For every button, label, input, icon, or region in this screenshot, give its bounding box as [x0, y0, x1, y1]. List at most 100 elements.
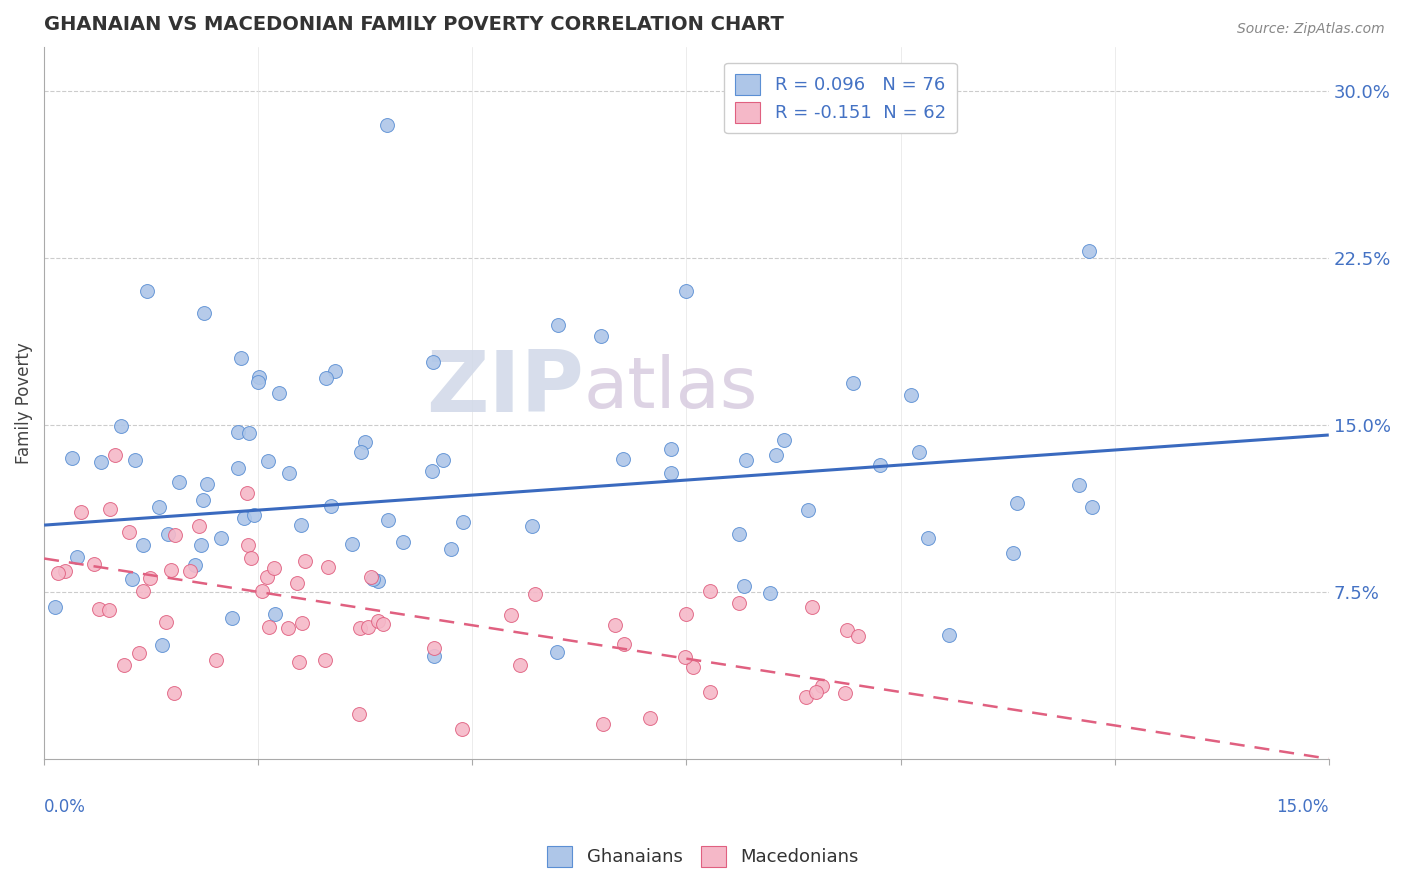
Text: 15.0%: 15.0%: [1277, 798, 1329, 816]
Point: [209, 532, 232, 546]
Point: [288, 655, 311, 669]
Point: [917, 532, 939, 546]
Point: [314, 653, 336, 667]
Point: [834, 686, 856, 700]
Point: [135, 285, 157, 299]
Point: [236, 486, 259, 500]
Point: [257, 619, 280, 633]
Point: [44, 599, 66, 614]
Point: [285, 575, 308, 590]
Point: [938, 628, 960, 642]
Point: [796, 690, 818, 704]
Point: [361, 572, 384, 586]
Point: [236, 538, 259, 552]
Point: [187, 519, 209, 533]
Point: [243, 508, 266, 523]
Point: [121, 572, 143, 586]
Point: [150, 638, 173, 652]
Point: [499, 608, 522, 623]
Point: [226, 425, 249, 439]
Point: [357, 620, 380, 634]
Point: [190, 538, 212, 552]
Text: GHANAIAN VS MACEDONIAN FAMILY POVERTY CORRELATION CHART: GHANAIAN VS MACEDONIAN FAMILY POVERTY CO…: [44, 15, 785, 34]
Point: [179, 564, 201, 578]
Point: [1078, 244, 1101, 259]
Point: [673, 650, 696, 665]
Point: [811, 679, 834, 693]
Point: [375, 118, 398, 132]
Point: [450, 723, 472, 737]
Point: [112, 657, 135, 672]
Point: [699, 583, 721, 598]
Point: [360, 569, 382, 583]
Point: [367, 615, 389, 629]
Point: [524, 587, 547, 601]
Point: [908, 445, 931, 459]
Text: atlas: atlas: [583, 354, 758, 423]
Point: [233, 510, 256, 524]
Point: [90, 454, 112, 468]
Point: [221, 611, 243, 625]
Point: [128, 647, 150, 661]
Point: [184, 558, 207, 573]
Point: [727, 596, 749, 610]
Text: ZIP: ZIP: [426, 347, 583, 430]
Point: [229, 351, 252, 366]
Point: [110, 418, 132, 433]
Point: [546, 645, 568, 659]
Point: [97, 603, 120, 617]
Point: [250, 584, 273, 599]
Point: [509, 658, 531, 673]
Point: [422, 354, 444, 368]
Point: [1001, 546, 1024, 560]
Point: [612, 452, 634, 467]
Point: [727, 527, 749, 541]
Point: [138, 571, 160, 585]
Point: [592, 716, 614, 731]
Point: [83, 557, 105, 571]
Point: [226, 461, 249, 475]
Point: [291, 616, 314, 631]
Point: [699, 684, 721, 698]
Point: [682, 659, 704, 673]
Point: [420, 464, 443, 478]
Point: [758, 586, 780, 600]
Point: [290, 517, 312, 532]
Point: [451, 516, 474, 530]
Point: [520, 518, 543, 533]
Point: [247, 375, 270, 389]
Point: [835, 623, 858, 637]
Point: [1081, 500, 1104, 514]
Point: [165, 528, 187, 542]
Point: [392, 535, 415, 549]
Point: [132, 538, 155, 552]
Point: [659, 467, 682, 481]
Point: [315, 371, 337, 385]
Point: [340, 537, 363, 551]
Point: [195, 477, 218, 491]
Point: [205, 653, 228, 667]
Point: [53, 565, 76, 579]
Point: [804, 684, 827, 698]
Point: [167, 475, 190, 490]
Point: [163, 686, 186, 700]
Text: 0.0%: 0.0%: [44, 798, 86, 816]
Point: [69, 505, 91, 519]
Point: [800, 600, 823, 615]
Point: [294, 554, 316, 568]
Legend: R = 0.096   N = 76, R = -0.151  N = 62: R = 0.096 N = 76, R = -0.151 N = 62: [724, 62, 957, 134]
Point: [377, 513, 399, 527]
Y-axis label: Family Poverty: Family Poverty: [15, 342, 32, 464]
Point: [1007, 496, 1029, 510]
Legend: Ghanaians, Macedonians: Ghanaians, Macedonians: [540, 838, 866, 874]
Point: [263, 561, 285, 575]
Point: [735, 452, 758, 467]
Point: [104, 448, 127, 462]
Point: [257, 453, 280, 467]
Point: [605, 618, 627, 632]
Point: [423, 641, 446, 656]
Point: [367, 574, 389, 588]
Point: [247, 369, 270, 384]
Point: [797, 502, 820, 516]
Point: [347, 706, 370, 721]
